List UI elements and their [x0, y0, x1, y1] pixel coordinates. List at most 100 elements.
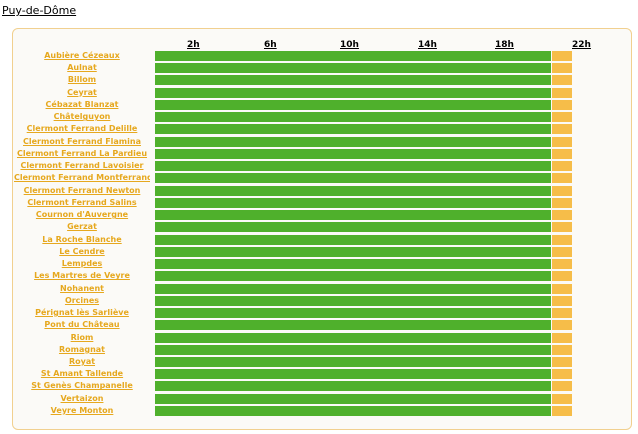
slot-available[interactable] [471, 112, 482, 123]
slot-available[interactable] [531, 344, 542, 355]
slot-available[interactable] [234, 332, 245, 343]
station-link[interactable]: St Amant Tallende [40, 369, 124, 379]
slot-available[interactable] [164, 332, 175, 343]
slot-available[interactable] [303, 210, 314, 221]
slot-available[interactable] [323, 320, 334, 331]
slot-available[interactable] [244, 234, 255, 245]
slot-available[interactable] [402, 332, 413, 343]
slot-available[interactable] [501, 99, 512, 110]
station-link[interactable]: Les Martres de Veyre [34, 271, 130, 281]
slot-available[interactable] [263, 234, 274, 245]
slot-available[interactable] [254, 283, 264, 294]
slot-available[interactable] [511, 185, 522, 196]
slot-available[interactable] [333, 173, 344, 184]
slot-available[interactable] [174, 87, 185, 98]
slot-available[interactable] [224, 197, 235, 208]
slot-available[interactable] [174, 393, 185, 404]
slot-available[interactable] [234, 259, 245, 270]
slot-available[interactable] [323, 124, 334, 135]
slot-available[interactable] [461, 75, 472, 86]
slot-available[interactable] [422, 124, 433, 135]
slot-available[interactable] [155, 405, 165, 416]
slot-available[interactable] [372, 259, 383, 270]
slot-available[interactable] [491, 283, 502, 294]
slot-available[interactable] [511, 283, 522, 294]
slot-available[interactable] [442, 75, 453, 86]
slot-available[interactable] [323, 99, 334, 110]
slot-available[interactable] [303, 393, 314, 404]
slot-pending[interactable] [561, 112, 572, 123]
slot-available[interactable] [432, 197, 443, 208]
slot-available[interactable] [382, 136, 393, 147]
slot-available[interactable] [511, 234, 522, 245]
slot-available[interactable] [442, 295, 453, 306]
slot-available[interactable] [382, 234, 393, 245]
slot-pending[interactable] [552, 283, 562, 294]
slot-available[interactable] [194, 161, 205, 172]
slot-available[interactable] [323, 222, 334, 233]
slot-available[interactable] [194, 271, 205, 282]
slot-available[interactable] [244, 405, 255, 416]
slot-available[interactable] [501, 369, 512, 380]
slot-available[interactable] [333, 234, 344, 245]
slot-available[interactable] [333, 283, 344, 294]
slot-available[interactable] [303, 99, 314, 110]
slot-available[interactable] [511, 271, 522, 282]
slot-available[interactable] [422, 259, 433, 270]
slot-available[interactable] [501, 75, 512, 86]
slot-available[interactable] [422, 332, 433, 343]
hour-label-22h[interactable]: 22h [572, 40, 591, 50]
slot-available[interactable] [362, 369, 373, 380]
slot-pending[interactable] [552, 197, 562, 208]
slot-available[interactable] [323, 112, 334, 123]
slot-available[interactable] [392, 222, 403, 233]
slot-available[interactable] [184, 124, 195, 135]
slot-available[interactable] [184, 51, 195, 61]
slot-available[interactable] [511, 63, 522, 74]
slot-available[interactable] [471, 295, 482, 306]
slot-available[interactable] [273, 63, 284, 74]
slot-available[interactable] [174, 148, 185, 159]
slot-available[interactable] [303, 148, 314, 159]
slot-available[interactable] [273, 369, 284, 380]
slot-available[interactable] [432, 112, 443, 123]
slot-pending[interactable] [552, 185, 562, 196]
slot-available[interactable] [461, 393, 472, 404]
slot-available[interactable] [501, 271, 512, 282]
slot-available[interactable] [204, 185, 215, 196]
hour-label-6h[interactable]: 6h [264, 40, 277, 50]
slot-available[interactable] [501, 344, 512, 355]
slot-available[interactable] [313, 51, 324, 61]
slot-available[interactable] [224, 259, 235, 270]
slot-available[interactable] [392, 271, 403, 282]
slot-available[interactable] [194, 222, 205, 233]
slot-available[interactable] [204, 161, 215, 172]
slot-available[interactable] [204, 99, 215, 110]
slot-available[interactable] [531, 87, 542, 98]
station-link[interactable]: Billom [67, 75, 97, 85]
slot-available[interactable] [303, 320, 314, 331]
slot-available[interactable] [452, 234, 462, 245]
slot-available[interactable] [224, 381, 235, 392]
slot-available[interactable] [541, 99, 552, 110]
slot-available[interactable] [204, 332, 215, 343]
slot-available[interactable] [432, 271, 443, 282]
slot-available[interactable] [343, 173, 354, 184]
slot-available[interactable] [343, 405, 354, 416]
slot-available[interactable] [283, 381, 294, 392]
slot-pending[interactable] [552, 271, 562, 282]
slot-available[interactable] [382, 308, 393, 319]
slot-available[interactable] [234, 381, 245, 392]
slot-available[interactable] [214, 393, 225, 404]
slot-available[interactable] [204, 283, 215, 294]
slot-available[interactable] [501, 320, 512, 331]
hour-label-10h[interactable]: 10h [340, 40, 359, 50]
slot-available[interactable] [511, 405, 522, 416]
slot-available[interactable] [283, 357, 294, 367]
slot-available[interactable] [224, 148, 235, 159]
slot-available[interactable] [194, 197, 205, 208]
slot-available[interactable] [442, 210, 453, 221]
slot-available[interactable] [155, 393, 165, 404]
slot-available[interactable] [155, 124, 165, 135]
slot-available[interactable] [194, 405, 205, 416]
